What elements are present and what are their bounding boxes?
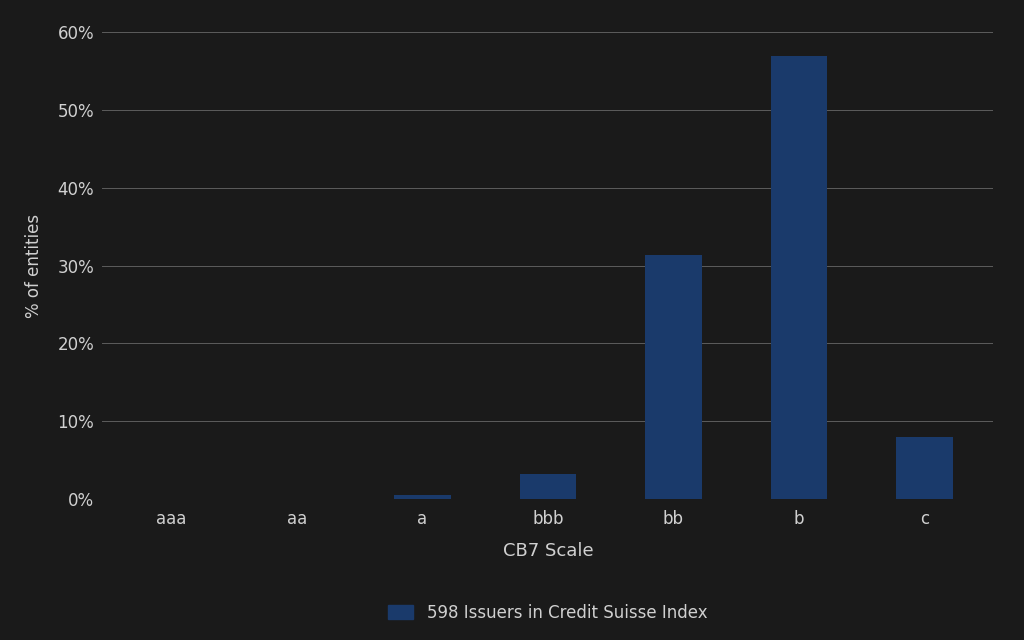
Bar xyxy=(896,437,952,499)
Bar xyxy=(394,495,451,499)
Legend: 598 Issuers in Credit Suisse Index: 598 Issuers in Credit Suisse Index xyxy=(388,604,708,621)
Y-axis label: % of entities: % of entities xyxy=(26,214,43,317)
Bar xyxy=(519,474,577,499)
X-axis label: CB7 Scale: CB7 Scale xyxy=(503,542,593,560)
Bar xyxy=(645,255,701,499)
Bar xyxy=(771,56,827,499)
